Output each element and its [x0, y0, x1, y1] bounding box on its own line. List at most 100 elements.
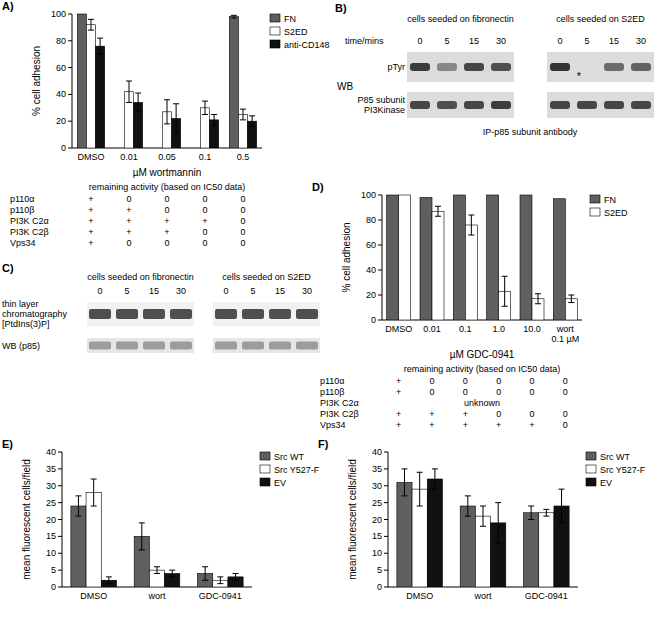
panel-label: E) — [2, 438, 13, 450]
error-bar — [435, 206, 441, 216]
y-tick — [384, 553, 388, 554]
error-line — [571, 295, 572, 303]
x-tick-label-line: wort — [147, 591, 166, 601]
x-tick-label: wort0.1 µM — [551, 324, 579, 344]
y-tick-label: 40 — [56, 89, 66, 99]
error-cap — [435, 216, 441, 217]
error-line — [214, 115, 215, 126]
panel-label: A) — [2, 0, 14, 12]
side-label: WB — [337, 81, 353, 92]
blot-band — [215, 342, 237, 350]
y-tick — [384, 468, 388, 469]
error-line — [538, 294, 539, 304]
table-cell: 0 — [529, 409, 534, 419]
y-tick — [58, 468, 62, 469]
x-tick-label-line: 0.1 — [459, 324, 472, 334]
error-cap — [154, 566, 160, 567]
y-axis-label: % cell adhesion — [341, 222, 352, 292]
legend-label: Src Y527-F — [600, 465, 646, 475]
x-tick-label-line: DMSO — [385, 324, 412, 334]
legend-swatch — [270, 40, 280, 48]
table-cell: 0 — [529, 387, 534, 397]
blot-background — [213, 302, 320, 326]
x-tick-label-line: 0.5 — [237, 152, 250, 162]
blot-band — [269, 309, 291, 319]
y-tick-label: 20 — [56, 116, 66, 126]
blot-band — [437, 63, 457, 71]
blot-band — [631, 63, 651, 71]
error-line — [434, 469, 435, 489]
x-tick-label: GDC-0941 — [525, 591, 568, 601]
y-tick-label: 10 — [46, 548, 56, 558]
blot-band — [89, 309, 111, 319]
bar — [460, 506, 475, 587]
x-axis-label: µM wortmannin — [133, 167, 202, 178]
table-cell: 0 — [164, 194, 169, 204]
error-bar — [535, 294, 541, 304]
error-cap — [135, 93, 141, 94]
blot-band — [269, 342, 291, 350]
y-tick-label: 10 — [372, 548, 382, 558]
y-tick — [58, 452, 62, 453]
legend-swatch — [590, 208, 600, 216]
blot-band — [577, 101, 597, 109]
table-cell: 0 — [429, 376, 434, 386]
table-cell: 0 — [429, 387, 434, 397]
blot-background — [87, 302, 194, 326]
y-tick-label: 15 — [372, 531, 382, 541]
bar — [453, 195, 465, 320]
error-cap — [417, 506, 423, 507]
legend-label: FN — [604, 195, 616, 205]
error-cap — [568, 302, 574, 303]
bar — [399, 195, 411, 320]
x-tick-label: DMSO — [385, 324, 412, 334]
error-cap — [164, 99, 170, 100]
lane-time: 15 — [275, 286, 285, 296]
y-tick — [384, 587, 388, 588]
error-cap — [559, 522, 565, 523]
y-tick-label: 5 — [377, 565, 382, 575]
blot-background — [407, 92, 514, 118]
x-tick-label-line: DMSO — [406, 591, 433, 601]
legend-swatch — [260, 478, 270, 486]
table-cell: + — [88, 227, 93, 237]
error-bar — [97, 38, 103, 54]
table-row-label: p110α — [10, 194, 35, 204]
bar — [229, 17, 238, 148]
y-tick-label: 20 — [46, 515, 56, 525]
x-tick-label: 0.01 — [120, 152, 138, 162]
panel-label: B) — [335, 2, 347, 14]
error-line — [100, 38, 101, 54]
table-cell: + — [126, 216, 131, 226]
error-bar — [568, 295, 574, 303]
table-row-label: PI3K C2β — [320, 409, 359, 419]
error-bar — [173, 104, 179, 133]
legend-swatch — [590, 195, 600, 203]
blot-band — [464, 63, 484, 71]
error-line — [176, 104, 177, 133]
bar — [553, 199, 565, 320]
table-cell: 0 — [202, 238, 207, 248]
table-cell: 0 — [496, 387, 501, 397]
panel-label: D) — [312, 181, 324, 193]
y-tick — [384, 570, 388, 571]
table-cell: + — [126, 227, 131, 237]
y-tick-label: 25 — [46, 498, 56, 508]
lane-time: 5 — [444, 36, 449, 46]
error-cap — [135, 111, 141, 112]
error-bar — [106, 577, 112, 584]
table-cell: 0 — [463, 376, 468, 386]
y-axis-label: mean fluorescent cells/field — [347, 459, 358, 580]
x-tick-label: 0.05 — [158, 152, 176, 162]
row-label: WB (p85) — [2, 341, 40, 351]
x-tick-label-line: DMSO — [78, 152, 105, 162]
error-cap — [164, 123, 170, 124]
x-tick-label: DMSO — [80, 591, 107, 601]
table-cell: 0 — [563, 409, 568, 419]
table-cell: + — [463, 409, 468, 419]
table-row-label: p110β — [320, 387, 345, 397]
table-cell: + — [88, 194, 93, 204]
error-line — [157, 567, 158, 574]
table-title: remaining activity (based on IC50 data) — [404, 364, 561, 374]
table-cell: + — [396, 409, 401, 419]
